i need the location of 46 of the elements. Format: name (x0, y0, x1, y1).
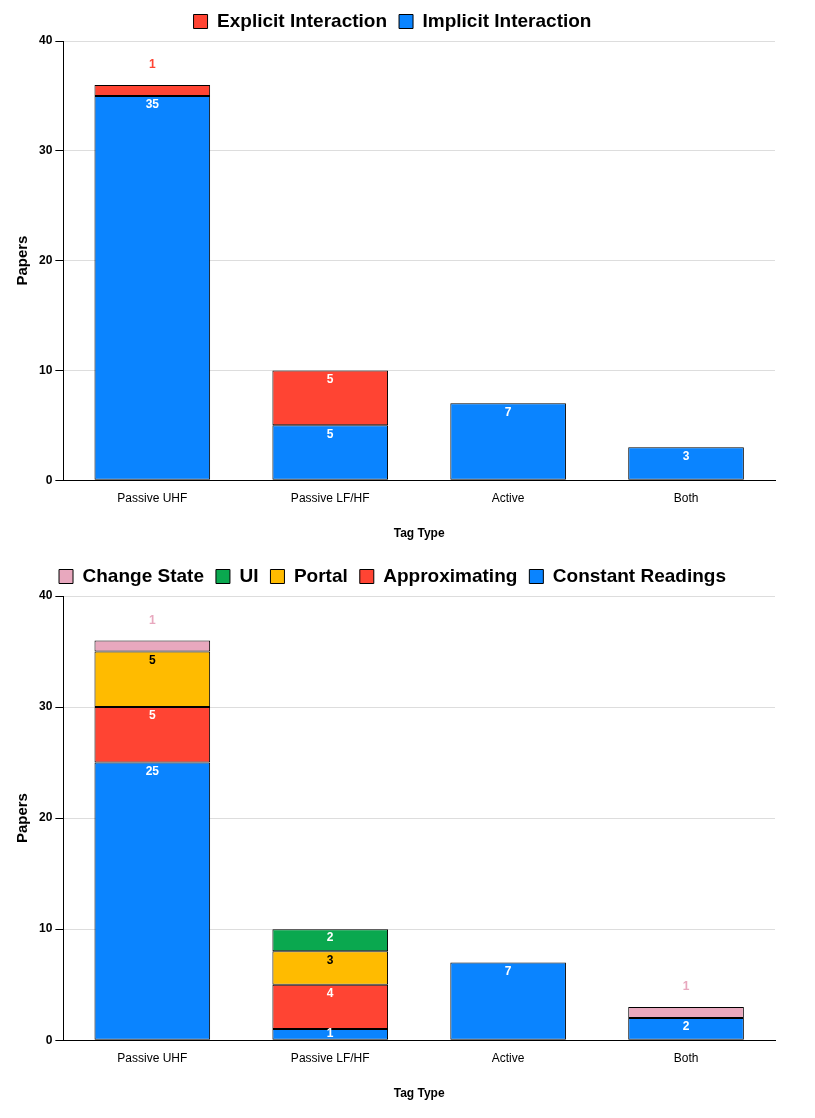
y-tick-label: 10 (38, 921, 53, 936)
legend-label: Change State (82, 564, 204, 586)
data-label: 3 (682, 448, 690, 463)
data-label: 35 (145, 97, 160, 112)
data-label: 4 (326, 985, 334, 1000)
data-label: 5 (148, 708, 156, 723)
data-label: 7 (504, 404, 512, 419)
legend-label: Portal (293, 564, 348, 586)
x-tick-label: Passive LF/HF (290, 1050, 370, 1065)
legend-label: Constant Readings (552, 564, 726, 586)
x-tick-label: Both (673, 490, 699, 505)
data-label: 5 (326, 371, 334, 386)
y-tick-label: 30 (38, 699, 53, 714)
legend-label: Implicit Interaction (422, 9, 592, 31)
y-tick-label: 0 (45, 472, 53, 487)
y-axis-title: Papers (13, 235, 31, 286)
data-label: 2 (326, 930, 334, 945)
x-tick-label: Passive UHF (117, 1050, 188, 1065)
x-tick-label: Active (491, 490, 525, 505)
legend-label: Explicit Interaction (217, 9, 388, 31)
data-label: 1 (326, 1026, 334, 1041)
data-label: 5 (326, 426, 334, 441)
data-label: 5 (148, 652, 156, 667)
data-label: 7 (504, 963, 512, 978)
data-label: 1 (682, 979, 690, 994)
x-tick-label: Passive UHF (117, 490, 188, 505)
x-tick-label: Passive LF/HF (290, 490, 370, 505)
y-tick-label: 20 (38, 252, 53, 267)
data-label: 1 (148, 612, 156, 627)
x-tick-label: Both (673, 1050, 699, 1065)
data-label: 2 (682, 1019, 690, 1034)
data-label: 25 (145, 763, 160, 778)
legend-label: UI (239, 564, 259, 586)
data-label: 3 (326, 952, 334, 967)
y-tick-label: 40 (38, 33, 53, 48)
y-axis-title: Papers (13, 793, 31, 844)
x-axis-title: Tag Type (393, 526, 445, 541)
x-tick-label: Active (491, 1050, 525, 1065)
data-label: 1 (148, 57, 156, 72)
y-tick-label: 40 (38, 588, 53, 603)
y-tick-label: 20 (38, 810, 53, 825)
y-tick-label: 30 (38, 143, 53, 158)
y-tick-label: 0 (45, 1032, 53, 1047)
legend-label: Approximating (383, 564, 518, 586)
y-tick-label: 10 (38, 362, 53, 377)
x-axis-title: Tag Type (393, 1086, 445, 1101)
